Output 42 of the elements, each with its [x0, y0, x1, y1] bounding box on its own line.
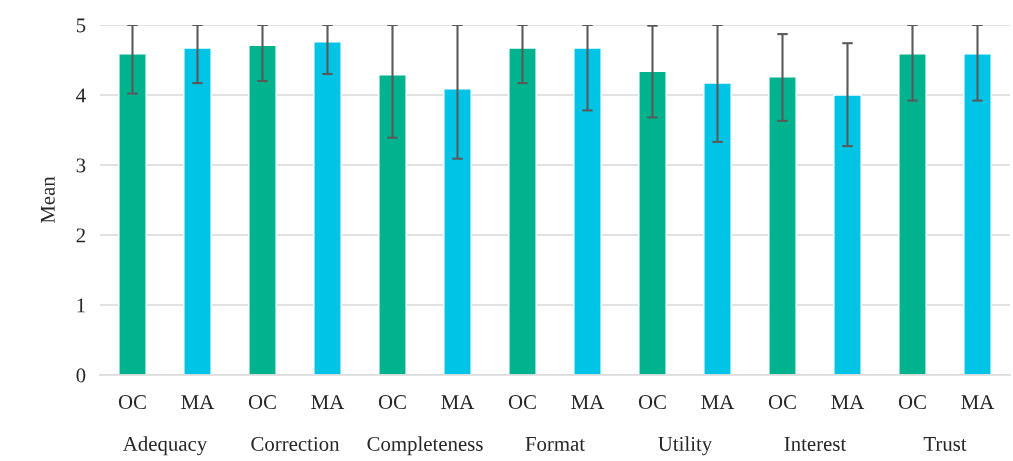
y-tick-label: 5 — [76, 18, 86, 33]
x-tick-label: OC — [508, 395, 536, 410]
bar — [443, 88, 472, 375]
bar — [508, 47, 537, 375]
text: Trust — [923, 437, 967, 451]
text: Adequacy — [122, 436, 208, 456]
x-tick-label: MA — [181, 395, 215, 409]
x-tick-label: MA — [701, 395, 735, 409]
x-tick-label: OC — [118, 395, 146, 410]
x-tick-label: OC — [248, 395, 276, 410]
x-tick-label: OC — [898, 395, 926, 410]
text: Interest — [784, 437, 847, 451]
bar — [833, 94, 862, 375]
bar — [248, 44, 277, 375]
bar — [313, 41, 342, 375]
x-tick-label: MA — [311, 395, 345, 409]
bar — [963, 53, 992, 375]
bar — [898, 53, 927, 375]
x-tick-label: MA — [571, 395, 605, 409]
text: Correction — [251, 436, 340, 451]
x-tick-label: MA — [831, 395, 865, 409]
text: Utility — [658, 436, 713, 456]
text: Completeness — [367, 436, 483, 456]
x-tick-label: OC — [638, 395, 666, 410]
bar — [573, 47, 602, 375]
x-tick-label: MA — [441, 395, 475, 409]
y-tick-label: 1 — [77, 298, 85, 313]
y-axis-title: Mean — [40, 176, 55, 224]
y-tick-label: 0 — [76, 368, 86, 383]
x-tick-label: OC — [768, 395, 796, 410]
y-tick-label: 2 — [76, 228, 85, 243]
bar — [638, 70, 667, 375]
bar — [118, 53, 147, 375]
y-tick-label: 3 — [76, 158, 86, 173]
bar — [378, 74, 407, 375]
text: Format — [525, 437, 585, 451]
x-tick-label: MA — [961, 395, 995, 409]
bar — [703, 82, 732, 375]
x-tick-label: OC — [378, 395, 406, 410]
y-tick-label: 4 — [76, 88, 86, 103]
bar — [768, 76, 797, 375]
bar — [183, 47, 212, 375]
